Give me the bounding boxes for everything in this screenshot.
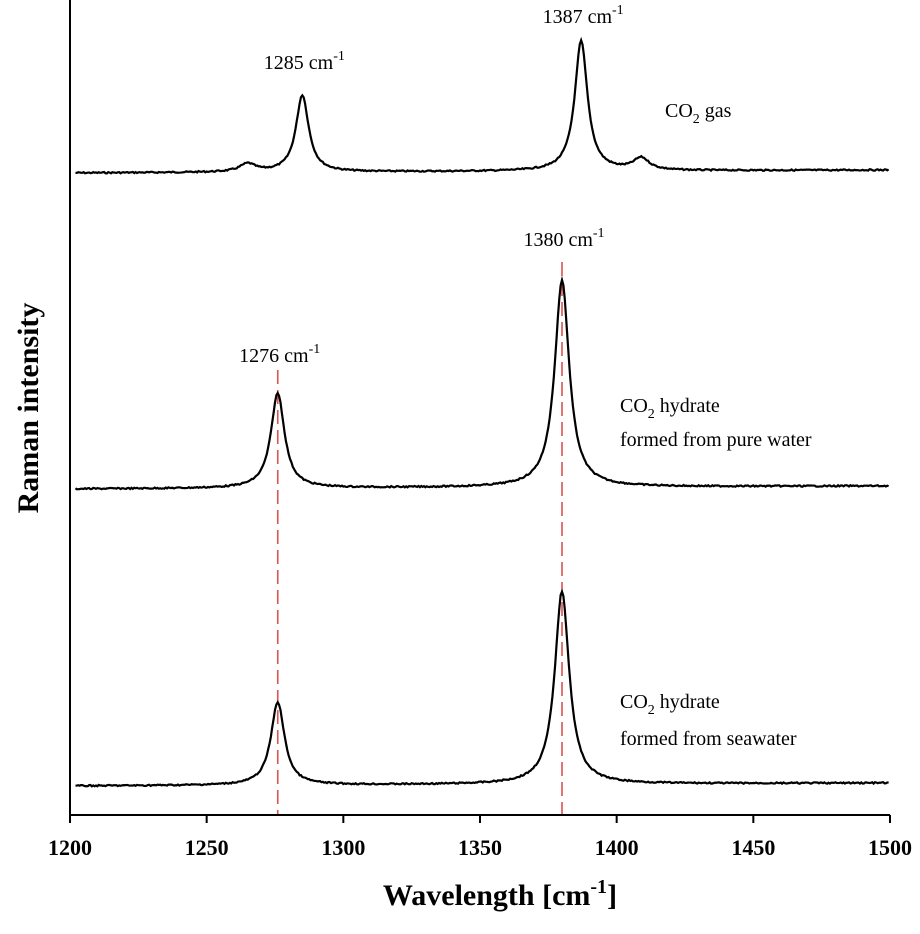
series-label-0: CO2 gas bbox=[665, 100, 732, 127]
peak-annotation-1387: 1387 cm-1 bbox=[543, 3, 624, 28]
series-line-2 bbox=[75, 588, 889, 788]
x-tick-label: 1250 bbox=[185, 835, 229, 860]
axes bbox=[69, 0, 891, 823]
x-tick-label: 1350 bbox=[458, 835, 502, 860]
series-line-0 bbox=[75, 36, 890, 175]
reference-lines bbox=[276, 262, 563, 815]
peak-annotation-1276: 1276 cm-1 bbox=[239, 342, 320, 367]
peak-annotation-1380: 1380 cm-1 bbox=[523, 226, 604, 251]
peak-annotation-1285: 1285 cm-1 bbox=[264, 49, 345, 74]
x-tick-label: 1400 bbox=[595, 835, 639, 860]
series-line-1 bbox=[74, 275, 889, 491]
series-label-1: CO2 hydrate bbox=[620, 395, 720, 422]
series-label-2: CO2 hydrate bbox=[620, 691, 720, 718]
series-label-line2-1: formed from pure water bbox=[620, 429, 812, 451]
series-label-line2-2: formed from seawater bbox=[620, 728, 797, 750]
x-tick-label: 1500 bbox=[868, 835, 912, 860]
x-tick-label: 1300 bbox=[321, 835, 365, 860]
labels: 1200 1250 1300 1350 1400 1450 1500 Wavelength [… bbox=[12, 3, 912, 912]
y-axis-title: Raman intensity bbox=[12, 303, 45, 514]
x-tick-label: 1200 bbox=[48, 835, 92, 860]
x-axis-title: Wavelength [cm-1] bbox=[383, 876, 617, 912]
series-lines bbox=[74, 36, 890, 788]
x-tick-label: 1450 bbox=[731, 835, 775, 860]
